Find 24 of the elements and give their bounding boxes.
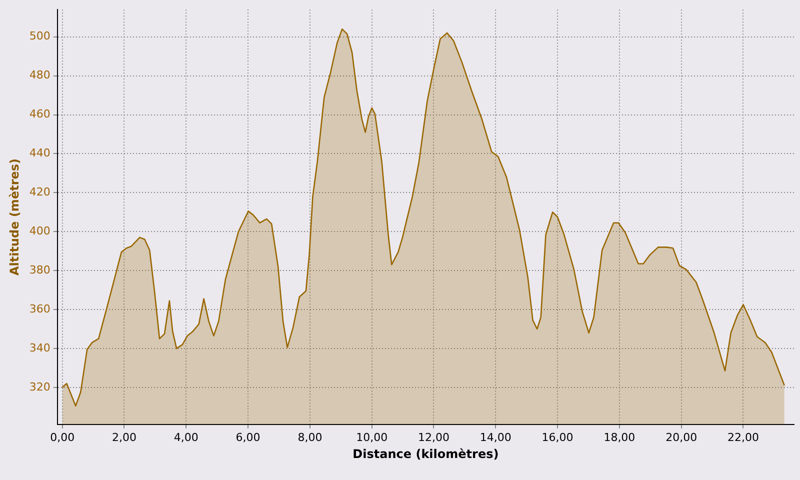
x-tick-label: 14,00 xyxy=(480,430,512,444)
x-tick-label: 8,00 xyxy=(298,430,322,444)
x-tick-label: 0,00 xyxy=(50,430,75,444)
y-tick-label: 440 xyxy=(29,146,50,160)
x-tick-label: 10,00 xyxy=(356,430,388,444)
y-axis-title: Altitude (mètres) xyxy=(7,158,22,276)
x-tick-label: 18,00 xyxy=(604,430,636,444)
x-axis-title: Distance (kilomètres) xyxy=(352,446,499,461)
y-tick-label: 460 xyxy=(29,108,50,121)
x-tick-label: 20,00 xyxy=(666,430,698,444)
y-tick-label: 420 xyxy=(29,186,50,199)
y-tick-label: 340 xyxy=(29,341,50,354)
y-tick-label: 360 xyxy=(29,302,50,316)
x-tick-label: 12,00 xyxy=(418,430,450,444)
y-tick-label: 380 xyxy=(29,263,50,276)
x-tick-label: 22,00 xyxy=(727,430,759,444)
y-tick-label: 480 xyxy=(29,68,50,82)
x-tick-label: 2,00 xyxy=(112,430,136,444)
y-tick-label: 400 xyxy=(29,224,50,238)
x-tick-label: 6,00 xyxy=(236,430,260,444)
x-tick-label: 4,00 xyxy=(174,430,198,444)
x-tick-label: 16,00 xyxy=(542,430,574,444)
y-tick-label: 500 xyxy=(29,30,50,43)
y-tick-label: 320 xyxy=(29,380,50,394)
